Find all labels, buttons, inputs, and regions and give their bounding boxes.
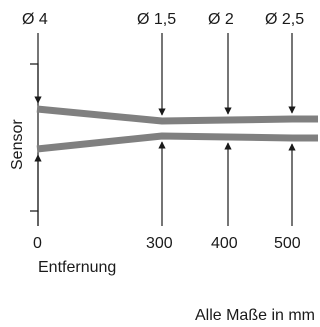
beam-lower-edge	[36, 132, 318, 153]
diameter-label-3: Ø 2,5	[265, 11, 304, 28]
sensor-bracket	[30, 63, 39, 212]
diameter-label-2: Ø 2	[208, 11, 234, 28]
x-tick-label-0: 0	[33, 235, 42, 252]
diameter-label-0: Ø 4	[22, 11, 48, 28]
diameter-label-1: Ø 1,5	[137, 11, 176, 28]
x-tick-label-1: 300	[146, 235, 173, 252]
x-tick-label-2: 400	[211, 235, 238, 252]
beam-upper-edge	[36, 105, 318, 125]
sensor-label: Sensor	[9, 119, 26, 170]
x-axis-label: Entfernung	[38, 259, 116, 276]
units-footnote: Alle Maße in mm	[195, 307, 315, 324]
x-tick-label-3: 500	[274, 235, 301, 252]
